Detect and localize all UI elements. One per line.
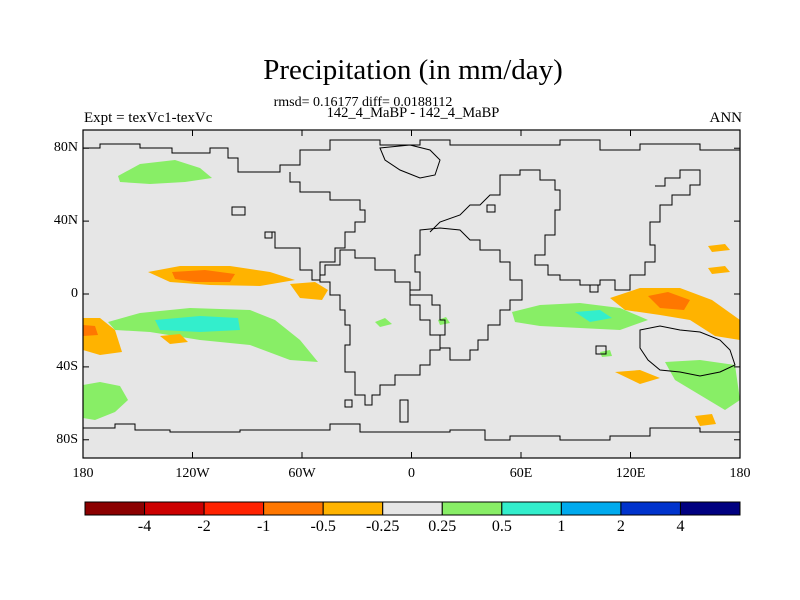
colorbar-swatch [501,501,562,516]
coastline-greenland [379,144,441,179]
colorbar-swatch [382,501,443,516]
x-tick-label: 60W [288,466,316,481]
colorbar-label: -4 [137,518,152,535]
x-tick-label: 60E [509,466,533,481]
y-tick-label: 80S [56,431,78,447]
colorbar-label: -1 [256,518,271,535]
coastlines [83,139,740,441]
coastline-eurasia-north [83,139,740,173]
y-tick-label: 0 [71,286,78,301]
colorbar-swatch [144,501,205,516]
colorbar-swatch [322,501,384,516]
coastline-south-america [319,249,446,406]
coastline-australia [639,325,736,377]
anomaly-region-orange-small-pacific [160,334,188,344]
colorbar-swatch [560,501,622,516]
coastline-africa [409,227,523,361]
x-tick-label: 180 [729,466,751,481]
anomaly-region-orange-australia-east [695,414,716,426]
anomaly-region-orange-northwest-pacific [708,244,730,252]
y-tick-label: 40N [53,213,78,229]
coastline-eurasia-south [429,169,701,291]
anomaly-region-orange-north-pacific [708,266,730,274]
map-field [83,130,740,458]
colorbar-label: -0.25 [366,518,400,535]
colorbar-swatch [203,501,265,516]
coastline-small-islands [231,204,607,423]
colorbar-label: -2 [197,518,211,535]
y-tick-label: 40S [56,358,78,374]
x-tick-label: 120W [175,466,210,481]
anomaly-region-red-tropical-pacific [172,270,235,282]
x-tick-label: 120E [615,466,646,481]
anomaly-region-green-arctic [118,160,212,184]
anomaly-region-red-southwest [83,325,98,336]
anomaly-region-red-maritime [648,292,690,310]
anomaly-region-green-small-2 [438,317,450,325]
plot-title: Precipitation (in mm/day) [263,54,563,86]
colorbar-swatch [441,501,503,516]
anomaly-region-green-southwest [83,382,128,420]
anomaly-region-orange-australia-west [615,370,660,384]
x-tick-label: 180 [72,466,94,481]
colorbar-label: -0.5 [310,518,336,535]
x-tick-label: 0 [408,466,415,481]
colorbar-swatch [263,501,324,516]
season-label: ANN [709,110,743,126]
colorbar-swatch [84,501,146,516]
anomaly-region-cyan-indian [575,310,612,322]
anomaly-region-orange-maritime [610,288,740,340]
anomaly-region-orange-central-america [290,282,328,300]
anomaly-region-green-small-1 [375,318,392,327]
y-tick-label: 80N [53,140,78,156]
experiment-label: Expt = texVc1-texVc [84,110,213,126]
coastline-antarctica [83,423,740,441]
coastline-north-america [270,172,366,281]
anomaly-region-cyan-southpacific [155,316,240,332]
axis-ticks [82,130,741,458]
colorbar-label: 0.5 [491,518,512,535]
colorbar-swatch [620,501,681,516]
colorbar-label: 4 [676,518,685,535]
subtitle: 142_4_MaBP - 142_4_MaBP [326,105,500,121]
colorbar-swatch [679,501,741,516]
colorbar [84,501,741,516]
anomaly-region-green-indian [512,303,648,330]
stats-text: rmsd= 0.16177 diff= 0.0188112 [273,95,453,110]
colorbar-label: 1 [557,518,566,535]
colorbar-label: 0.25 [428,518,457,535]
colorbar-label: 2 [616,518,625,535]
